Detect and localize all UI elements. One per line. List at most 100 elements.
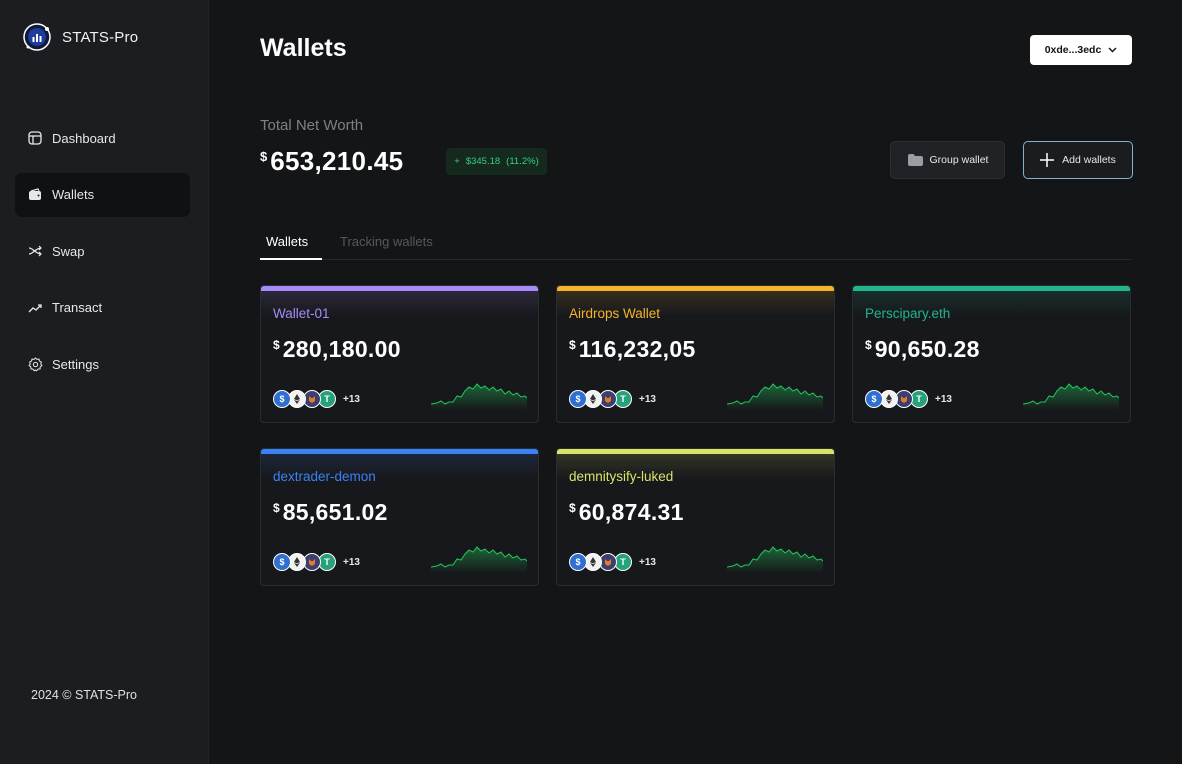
token-stack: $ T +13 <box>569 390 656 408</box>
wallet-amount: 116,232,05 <box>578 336 696 362</box>
net-worth-change-badge: + $345.18 (11.2%) <box>446 148 547 175</box>
usdc-icon: $ <box>569 390 587 408</box>
wallet-balance: $ 116,232,05 <box>569 336 696 363</box>
net-worth-label: Total Net Worth <box>260 117 364 134</box>
main-content: Wallets 0xde...3edc Total Net Worth $ 65… <box>209 0 1182 764</box>
globe-chart-icon <box>23 23 51 51</box>
card-accent-bar <box>557 286 834 291</box>
more-tokens-count: +13 <box>639 393 656 405</box>
more-tokens-count: +13 <box>639 556 656 568</box>
wallet-name: Wallet-01 <box>273 306 330 321</box>
wallet-currency: $ <box>273 338 280 352</box>
more-tokens-count: +13 <box>343 393 360 405</box>
change-amount: $345.18 <box>465 156 501 167</box>
shiba-icon <box>599 390 617 408</box>
more-tokens-count: +13 <box>343 556 360 568</box>
wallet-amount: 90,650.28 <box>874 336 980 362</box>
shiba-icon <box>303 390 321 408</box>
tab-active-indicator <box>260 258 322 260</box>
card-accent-glow <box>261 291 538 317</box>
brand-name: STATS-Pro <box>62 28 139 46</box>
sidebar-item-label: Dashboard <box>52 130 116 146</box>
card-accent-glow <box>853 291 1130 317</box>
wallet-currency: $ <box>569 338 576 352</box>
wallet-amount: 280,180.00 <box>282 336 401 362</box>
wallet-tabs: Wallets Tracking wallets <box>260 230 1132 260</box>
sidebar-item-settings[interactable]: Settings <box>15 342 190 386</box>
tab-tracking-wallets[interactable]: Tracking wallets <box>340 234 433 249</box>
sidebar-nav: Dashboard Wallets Swap Transact <box>15 116 190 399</box>
chevron-down-icon <box>1108 47 1117 53</box>
token-stack: $ T +13 <box>273 553 360 571</box>
wallet-balance: $ 280,180.00 <box>273 336 401 363</box>
plus-icon <box>1040 153 1055 167</box>
shiba-icon <box>895 390 913 408</box>
card-accent-bar <box>261 286 538 291</box>
wallet-address-dropdown[interactable]: 0xde...3edc <box>1030 35 1132 65</box>
group-wallet-button[interactable]: Group wallet <box>890 141 1005 179</box>
sidebar-item-label: Swap <box>52 243 85 259</box>
sidebar-item-label: Settings <box>52 356 99 372</box>
usdc-icon: $ <box>865 390 883 408</box>
wallet-name: demnitysify-luked <box>569 469 674 484</box>
token-stack: $ T +13 <box>569 553 656 571</box>
wallet-icon <box>27 187 43 203</box>
wallet-name: dextrader-demon <box>273 469 376 484</box>
usdc-icon: $ <box>569 553 587 571</box>
wallet-currency: $ <box>865 338 872 352</box>
dashboard-icon <box>27 130 43 146</box>
wallet-card[interactable]: Wallet-01 $ 280,180.00 $ T +13 <box>260 285 539 423</box>
wallet-currency: $ <box>273 501 280 515</box>
wallet-amount: 60,874.31 <box>578 499 684 525</box>
wallet-address: 0xde...3edc <box>1044 44 1102 56</box>
ethereum-icon <box>880 390 898 408</box>
wallet-card[interactable]: Airdrops Wallet $ 116,232,05 $ T +13 <box>556 285 835 423</box>
sidebar-item-transact[interactable]: Transact <box>15 286 190 330</box>
sparkline-chart <box>727 546 823 573</box>
wallet-balance: $ 90,650.28 <box>865 336 980 363</box>
group-wallet-label: Group wallet <box>929 154 989 166</box>
wallet-amount: 85,651.02 <box>282 499 388 525</box>
wallet-card[interactable]: demnitysify-luked $ 60,874.31 $ T +13 <box>556 448 835 586</box>
wallet-currency: $ <box>569 501 576 515</box>
wallet-card[interactable]: dextrader-demon $ 85,651.02 $ T +13 <box>260 448 539 586</box>
footer-copyright: 2024 © STATS-Pro <box>31 688 138 702</box>
sparkline-chart <box>1023 383 1119 410</box>
change-percent: (11.2%) <box>506 156 539 167</box>
net-worth-amount: 653,210.45 <box>270 146 404 176</box>
wallet-card[interactable]: Perscipary.eth $ 90,650.28 $ T +13 <box>852 285 1131 423</box>
tether-icon: T <box>614 390 632 408</box>
gear-icon <box>27 356 43 372</box>
page-title: Wallets <box>260 34 347 62</box>
token-stack: $ T +13 <box>273 390 360 408</box>
token-stack: $ T +13 <box>865 390 952 408</box>
trending-icon <box>27 300 43 316</box>
wallet-name: Airdrops Wallet <box>569 306 661 321</box>
wallet-balance: $ 85,651.02 <box>273 499 388 526</box>
shuffle-icon <box>27 243 43 259</box>
card-accent-glow <box>261 454 538 480</box>
sidebar-item-wallets[interactable]: Wallets <box>15 172 190 217</box>
net-worth-value: $ 653,210.45 <box>260 146 403 177</box>
sidebar: STATS-Pro Dashboard Wallets Swap <box>0 0 209 764</box>
card-accent-bar <box>261 449 538 454</box>
sparkline-chart <box>431 383 527 410</box>
tab-wallets[interactable]: Wallets <box>266 234 309 249</box>
card-accent-bar <box>557 449 834 454</box>
tether-icon: T <box>910 390 928 408</box>
add-wallets-button[interactable]: Add wallets <box>1023 141 1133 179</box>
sidebar-item-dashboard[interactable]: Dashboard <box>15 116 190 160</box>
wallet-name: Perscipary.eth <box>865 306 951 321</box>
sidebar-item-label: Wallets <box>52 187 95 202</box>
usdc-icon: $ <box>273 390 291 408</box>
sparkline-chart <box>431 546 527 573</box>
card-accent-glow <box>557 454 834 480</box>
ethereum-icon <box>288 390 306 408</box>
sidebar-item-swap[interactable]: Swap <box>15 229 190 273</box>
change-sign: + <box>454 156 460 167</box>
add-wallets-label: Add wallets <box>1062 154 1116 166</box>
more-tokens-count: +13 <box>935 393 952 405</box>
sparkline-chart <box>727 383 823 410</box>
brand[interactable]: STATS-Pro <box>22 22 138 52</box>
